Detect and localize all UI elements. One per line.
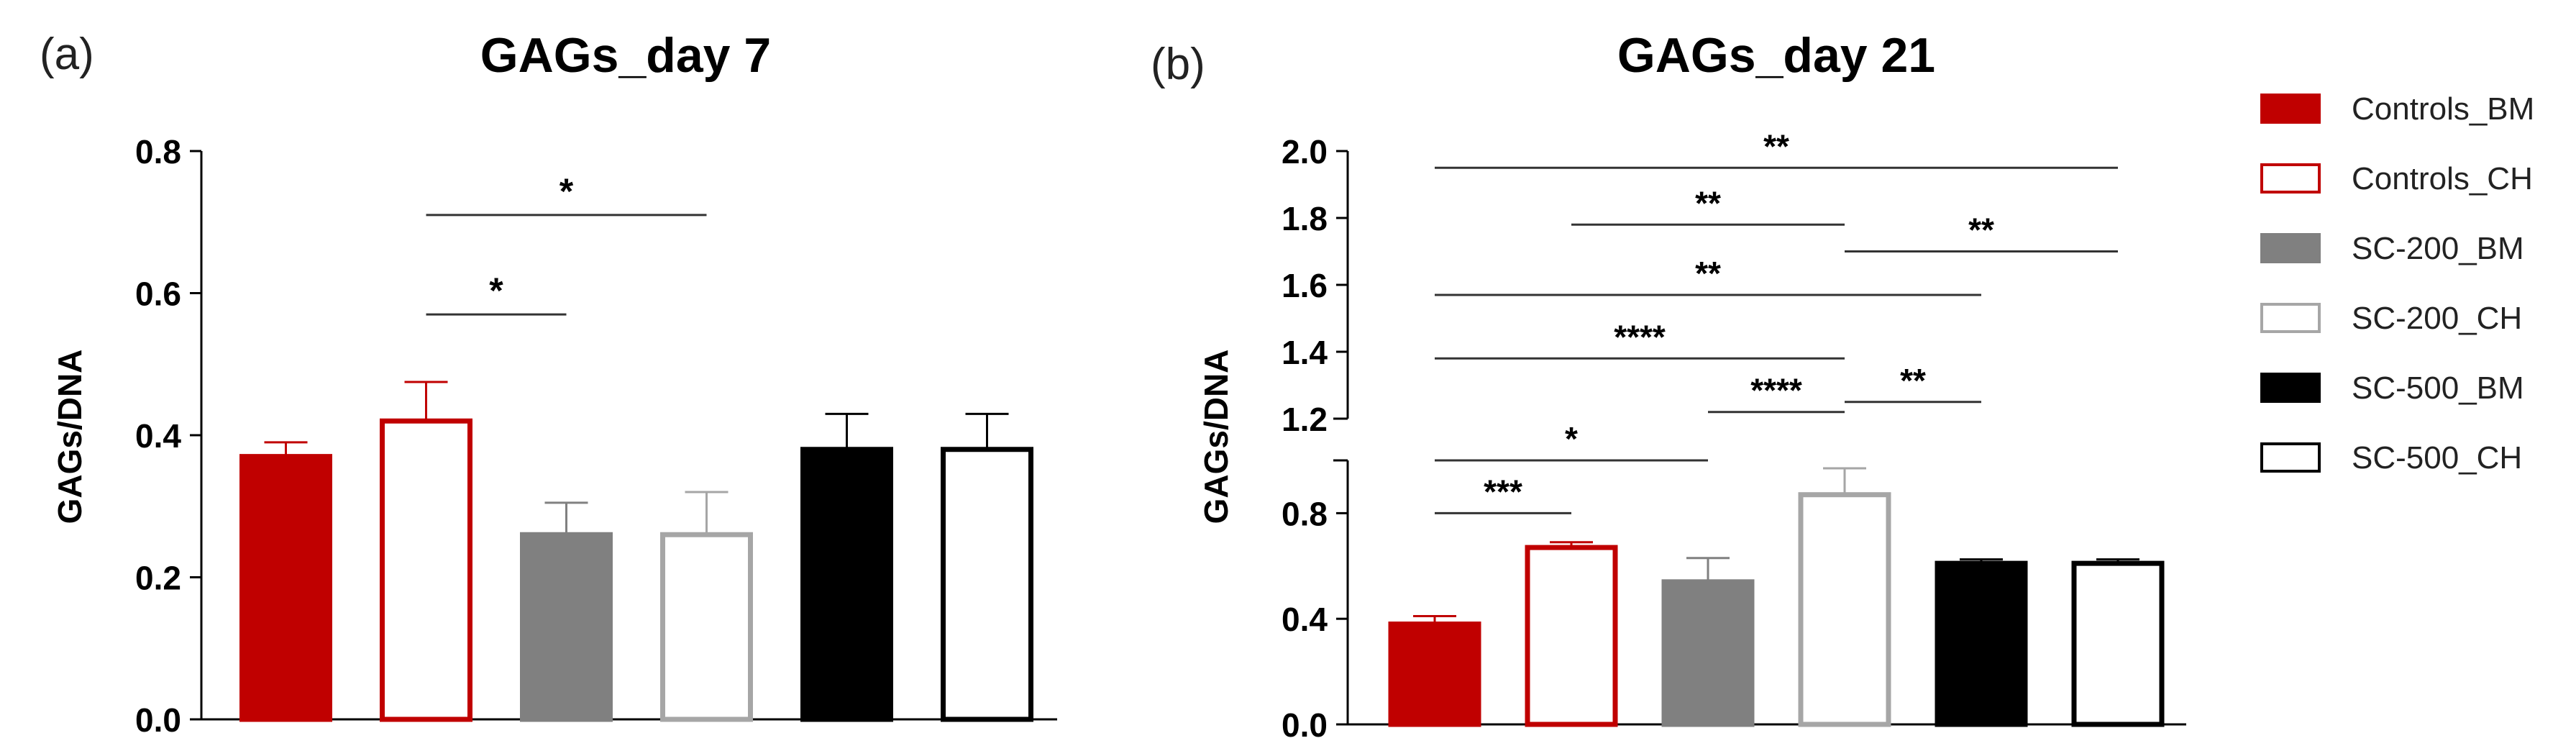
y-tick-label: 1.8 <box>1282 200 1328 237</box>
panel-a-label: (a) <box>40 29 94 79</box>
bar-SC-200_BM <box>520 532 613 722</box>
legend-swatch <box>2260 163 2321 194</box>
y-tick-label: 2.0 <box>1282 133 1328 170</box>
chart-a-ylabel: GAGs/DNA <box>51 350 88 524</box>
y-tick-label: 0.8 <box>1282 495 1328 532</box>
bar-SC-500_BM <box>800 447 893 722</box>
legend-label: SC-500_CH <box>2352 440 2522 475</box>
bar-SC-200_BM <box>1661 579 1755 727</box>
chart-a-title: GAGs_day 7 <box>480 28 771 83</box>
significance-label: ** <box>1763 127 1789 165</box>
bar-Controls_BM <box>239 454 332 722</box>
bar-Controls_CH <box>1525 545 1618 727</box>
significance-label: *** <box>1484 473 1522 510</box>
bar-Controls_BM <box>1388 622 1481 727</box>
significance-label: * <box>489 270 503 311</box>
significance-label: ** <box>1900 362 1926 399</box>
y-tick-label: 0.6 <box>135 276 181 313</box>
y-tick-label: 1.6 <box>1282 267 1328 304</box>
significance-label: ** <box>1695 255 1721 292</box>
significance-label: ** <box>1968 211 1994 249</box>
legend-swatch <box>2260 233 2321 263</box>
chart-a: 0.0 0.2 0.4 0.6 0.8 * * <box>135 133 1057 739</box>
y-tick-label: 0.4 <box>1282 601 1328 638</box>
panel-b-label: (b) <box>1151 40 1205 89</box>
bar-SC-500_BM <box>1935 560 2028 727</box>
significance-label: * <box>1565 420 1578 458</box>
bar-SC-200_CH <box>660 532 753 722</box>
y-tick-label: 0.0 <box>135 701 181 739</box>
chart-b: 0.00.40.81.21.41.61.82.0******** ********… <box>1282 127 2186 744</box>
legend-swatch <box>2260 94 2321 124</box>
y-tick-label: 1.4 <box>1282 334 1328 371</box>
legend-swatch <box>2260 442 2321 473</box>
y-tick-label: 0.4 <box>135 417 181 455</box>
legend-label: SC-200_CH <box>2352 301 2522 336</box>
legend-label: Controls_BM <box>2352 91 2534 127</box>
legend-swatch <box>2260 303 2321 333</box>
legend-label: SC-200_BM <box>2352 231 2524 266</box>
bar-SC-500_CH <box>941 447 1033 722</box>
legend-swatch <box>2260 373 2321 403</box>
chart-b-ylabel: GAGs/DNA <box>1197 350 1235 524</box>
y-tick-label: 0.0 <box>1282 706 1328 744</box>
y-tick-label: 0.8 <box>135 133 181 170</box>
significance-label: ** <box>1695 184 1721 222</box>
legend-label: Controls_CH <box>2352 161 2533 196</box>
chart-b-title: GAGs_day 21 <box>1617 28 1935 83</box>
legend-label: SC-500_BM <box>2352 370 2524 406</box>
significance-label: * <box>559 171 574 211</box>
y-tick-label: 0.2 <box>135 560 181 597</box>
significance-label: **** <box>1750 372 1802 409</box>
bar-SC-200_CH <box>1798 492 1891 727</box>
y-tick-label: 1.2 <box>1282 401 1328 438</box>
bar-SC-500_CH <box>2071 560 2165 727</box>
legend: Controls_BM Controls_CH SC-200_BM SC-200_CH… <box>2260 91 2534 475</box>
significance-label: **** <box>1614 318 1666 355</box>
bar-Controls_CH <box>380 418 472 722</box>
